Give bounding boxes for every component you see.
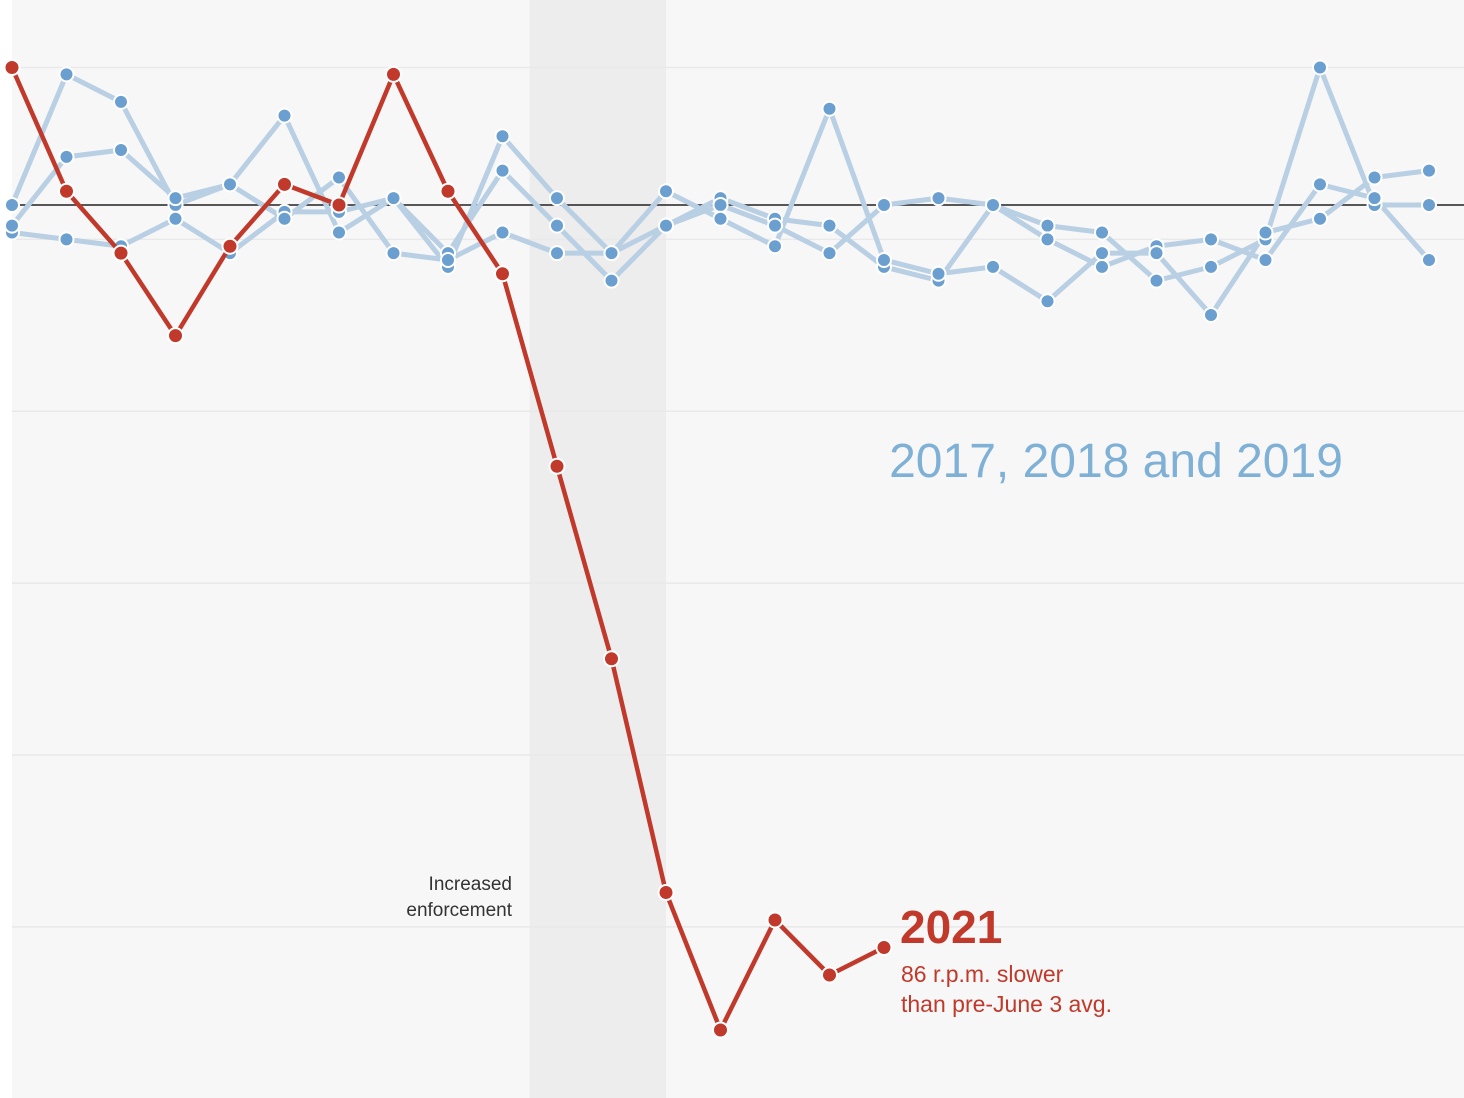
series-2021-note-line2: than pre-June 3 avg. — [901, 991, 1112, 1017]
series-2021-point — [58, 182, 75, 200]
comparison-point — [1203, 258, 1219, 275]
series-2021-point — [494, 265, 511, 283]
comparison-point — [1094, 245, 1110, 262]
comparison-point — [821, 245, 838, 262]
comparison-point — [821, 100, 838, 117]
comparison-point — [1203, 307, 1219, 323]
series-2021-point — [330, 196, 348, 214]
comparison-point — [1421, 162, 1437, 179]
series-2021-point — [3, 59, 21, 76]
comparison-series-group — [4, 59, 1437, 323]
series-2021-point — [657, 884, 675, 901]
series-2021-label: 2021 — [900, 901, 1002, 953]
comparison-point — [1039, 217, 1056, 234]
comparison-point — [276, 107, 293, 124]
comparison-point — [440, 252, 456, 268]
comparison-point — [1366, 190, 1383, 207]
comparison-point — [1421, 252, 1437, 268]
comparison-point — [1366, 169, 1383, 186]
comparison-point — [876, 252, 892, 268]
comparison-point — [985, 258, 1001, 275]
comparison-series-label: 2017, 2018 and 2019 — [889, 435, 1343, 488]
series-2021-note-line1: 86 r.p.m. slower — [901, 961, 1064, 987]
enforcement-band — [529, 0, 666, 1098]
comparison-point — [58, 148, 75, 165]
comparison-point — [113, 142, 129, 158]
comparison-point — [821, 217, 838, 234]
series-2021-point — [439, 182, 457, 200]
series-2021-point — [821, 966, 838, 984]
comparison-point — [658, 217, 674, 234]
plot-background — [12, 0, 1464, 1098]
series-2021-point — [385, 65, 402, 83]
series-2021-point — [712, 1021, 729, 1039]
series-2021-point — [603, 650, 620, 668]
comparison-point — [58, 231, 75, 248]
series-2021-point — [766, 911, 784, 929]
comparison-point — [767, 238, 783, 255]
comparison-point — [1039, 231, 1056, 248]
comparison-point — [1148, 272, 1165, 289]
comparison-point — [1312, 176, 1328, 193]
comparison-point — [385, 245, 402, 262]
comparison-point — [1039, 293, 1056, 310]
comparison-point — [712, 210, 729, 227]
comparison-point — [1094, 224, 1110, 241]
comparison-point — [385, 190, 402, 207]
comparison-point — [494, 162, 511, 179]
band-label-line1: Increased — [429, 874, 512, 895]
comparison-point — [494, 224, 511, 241]
comparison-point — [1203, 231, 1219, 248]
series-2021-point — [112, 244, 130, 262]
comparison-point — [167, 210, 184, 227]
comparison-point — [167, 190, 184, 207]
comparison-point — [1257, 252, 1274, 268]
comparison-point — [985, 197, 1001, 213]
comparison-point — [549, 245, 565, 262]
series-2021-point — [221, 237, 239, 255]
series-2021-group — [3, 59, 893, 1039]
gridlines — [12, 66, 1464, 928]
comparison-point — [930, 265, 947, 282]
comparison-point — [113, 93, 129, 110]
comparison-point — [222, 176, 238, 193]
comparison-point — [603, 272, 620, 289]
comparison-point — [4, 217, 20, 234]
comparison-point — [331, 224, 347, 241]
comparison-point — [712, 197, 729, 213]
comparison-point — [930, 190, 947, 207]
comparison-point — [1312, 59, 1328, 76]
comparison-point — [549, 190, 565, 207]
comparison-point — [58, 66, 75, 83]
series-2021-point — [548, 457, 566, 475]
comparison-point — [876, 197, 892, 213]
comparison-point — [603, 245, 620, 262]
comparison-point — [1148, 245, 1165, 262]
comparison-point — [4, 197, 20, 213]
comparison-point — [1257, 224, 1274, 241]
band-label-line2: enforcement — [406, 900, 512, 921]
comparison-point — [1312, 210, 1328, 227]
comparison-point — [331, 169, 347, 186]
comparison-point — [658, 183, 674, 200]
series-2021-point — [875, 939, 893, 956]
comparison-point — [276, 210, 293, 227]
comparison-point — [767, 217, 783, 234]
comparison-point — [1421, 197, 1437, 213]
series-2021-point — [167, 327, 184, 345]
series-2021-point — [276, 175, 293, 193]
comparison-point — [549, 217, 565, 234]
comparison-point — [1094, 258, 1110, 275]
comparison-point — [494, 128, 511, 145]
